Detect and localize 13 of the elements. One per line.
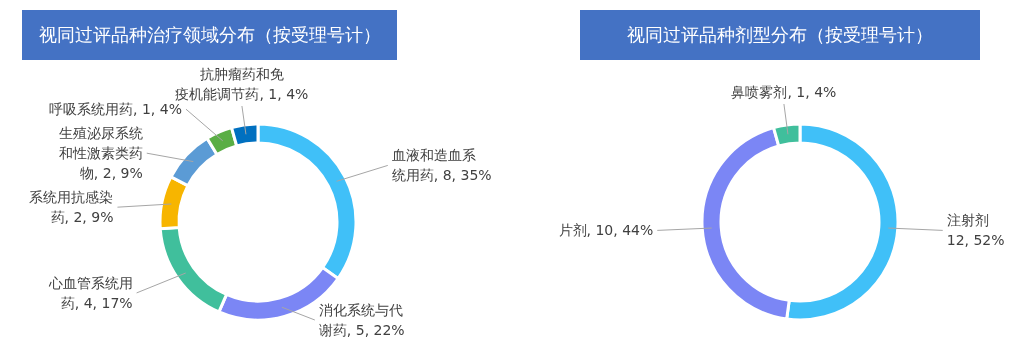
slice-label: 消化系统与代谢药, 5, 22% xyxy=(318,302,405,338)
slice-label: 心血管系统用药, 4, 17% xyxy=(47,274,133,311)
slice-label: 片剂, 10, 44% xyxy=(558,222,654,239)
chart-title: 视同过评品种剂型分布（按受理号计） xyxy=(627,24,933,45)
chart-title: 视同过评品种治疗领域分布（按受理号计） xyxy=(38,24,381,45)
slice-label: 生殖泌尿系统和性激素类药物, 2, 9% xyxy=(58,125,143,182)
slice-label: 呼吸系统用药, 1, 4% xyxy=(49,101,182,118)
slice-label: 系统用抗感染药, 2, 9% xyxy=(29,189,114,226)
slice-label: 抗肿瘤药和免疫机能调节药, 1, 4% xyxy=(175,66,309,102)
slice-label: 鼻喷雾剂, 1, 4% xyxy=(731,84,837,100)
data-label: 12, 52% xyxy=(946,232,1005,249)
slice-label: 血液和造血系统用药, 8, 35% xyxy=(391,147,492,184)
slice-label: 注射剂 xyxy=(946,212,989,229)
